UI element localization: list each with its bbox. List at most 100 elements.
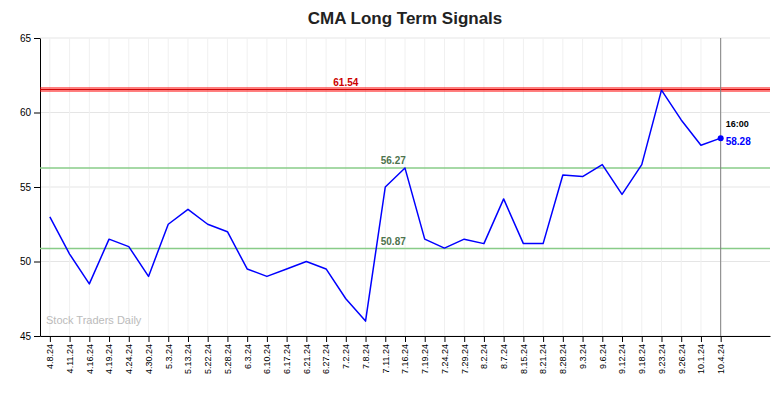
annotations: 61.5456.2750.8716:0058.28Stock Traders D… [46,77,751,326]
x-tick-mark [583,336,584,342]
x-tick: 6.3.24 [243,336,253,369]
grid-line-x [641,38,642,336]
x-tick: 8.28.24 [558,336,568,374]
x-tick-mark [484,336,485,342]
last-point [718,135,724,141]
x-tick: 4.19.24 [104,336,114,374]
y-axis: 4550556065 [20,33,41,342]
x-tick: 10.1.24 [696,336,706,374]
x-tick-label: 10.1.24 [696,344,706,374]
x-tick-mark [681,336,682,342]
x-tick-mark [563,336,564,342]
title: CMA Long Term Signals [308,9,503,28]
grid-line-x [365,38,366,336]
x-tick: 9.23.24 [657,336,667,374]
x-tick-mark [227,336,228,342]
x-tick-mark [287,336,288,342]
x-tick-mark [208,336,209,342]
grid-line-x [148,38,149,336]
x-tick: 4.24.24 [124,336,134,374]
x-tick-mark [346,336,347,342]
x-tick-label: 8.7.24 [499,344,509,369]
x-tick-label: 5.13.24 [183,344,193,374]
x-tick-mark [326,336,327,342]
x-tick-mark [464,336,465,342]
y-axis-line [40,39,41,337]
x-tick-label: 7.16.24 [400,344,410,374]
y-tick: 65 [20,33,40,44]
x-tick-label: 9.3.24 [578,344,588,369]
grid-line-x [109,38,110,336]
x-tick-mark [523,336,524,342]
grid-line-x [681,38,682,336]
grid-line-x [602,38,603,336]
x-tick: 6.17.24 [282,336,292,374]
x-tick-mark [247,336,248,342]
x-tick-label: 7.29.24 [460,344,470,374]
x-tick-label: 8.28.24 [558,344,568,374]
reference-line [40,248,770,250]
x-tick-mark [129,336,130,342]
x-tick: 7.16.24 [400,336,410,374]
x-tick-label: 8.2.24 [479,344,489,369]
x-tick-label: 5.28.24 [223,344,233,374]
grid-line-x [720,38,721,336]
y-tick-label: 50 [20,256,32,267]
x-tick: 5.28.24 [223,336,233,374]
x-tick-label: 7.24.24 [440,344,450,374]
y-tick: 60 [20,107,40,118]
x-tick-label: 4.19.24 [104,344,114,374]
grid-line-x [128,38,129,336]
grid-line-x [247,38,248,336]
reference-label: 50.87 [381,236,406,247]
grid-line-x [582,38,583,336]
x-tick-label: 4.11.24 [65,344,75,373]
x-tick: 9.3.24 [578,336,588,369]
x-tick-mark [109,336,110,342]
x-tick-label: 4.8.24 [45,344,55,369]
x-tick-mark [701,336,702,342]
x-tick: 9.18.24 [637,336,647,374]
x-tick-label: 7.11.24 [381,344,391,373]
y-tick-label: 55 [20,182,32,193]
annotation: 16:00 [726,119,749,129]
x-tick-label: 8.21.24 [538,344,548,374]
x-tick-mark [642,336,643,342]
grid-line-x [89,38,90,336]
x-tick: 8.7.24 [499,336,509,369]
y-tick-label: 60 [20,107,32,118]
x-tick-mark [366,336,367,342]
x-tick-mark [267,336,268,342]
x-tick-mark [89,336,90,342]
x-tick-mark [543,336,544,342]
x-tick-label: 6.3.24 [243,344,253,369]
grid-line-x [286,38,287,336]
reference-label: 56.27 [381,155,406,166]
annotation: 58.28 [726,136,751,147]
x-tick-label: 4.16.24 [85,344,95,374]
x-tick-label: 7.2.24 [341,344,351,369]
x-tick-mark [405,336,406,342]
x-tick: 4.30.24 [144,336,154,374]
x-axis: 4.8.24 4.11.24 4.16.24 4.19.24 4.24.24 4.30.2… [41,336,771,374]
x-tick: 7.11.24 [381,336,391,373]
x-tick: 8.21.24 [538,336,548,374]
x-tick-mark [602,336,603,342]
x-tick: 9.26.24 [677,336,687,374]
grid-line-x [306,38,307,336]
x-tick: 7.24.24 [440,336,450,374]
grid-line-x [424,38,425,336]
y-tick: 55 [20,182,40,193]
x-tick-label: 10.4.24 [716,344,726,374]
x-tick: 7.8.24 [361,336,371,369]
x-tick: 5.22.24 [203,336,213,374]
line [50,90,721,321]
x-tick: 9.12.24 [617,336,627,374]
watermark: Stock Traders Daily [46,314,142,326]
x-tick-label: 4.30.24 [144,344,154,374]
grid-line-x [622,38,623,336]
x-tick: 6.21.24 [302,336,312,374]
x-tick-mark [149,336,150,342]
x-tick-label: 4.24.24 [124,344,134,374]
grid-line-x [700,38,701,336]
